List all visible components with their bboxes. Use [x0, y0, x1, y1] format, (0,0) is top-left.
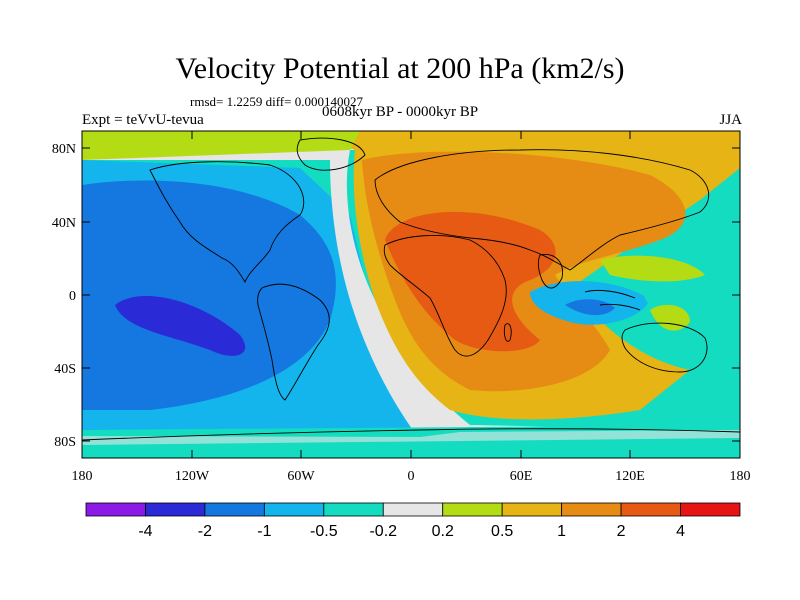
colorbar-tick-label: -0.5: [310, 523, 338, 540]
colorbar-swatch: [382, 502, 444, 517]
lat-label-40n: 40N: [52, 216, 76, 231]
lat-label-80n: 80N: [52, 142, 76, 157]
coastlines: [82, 137, 740, 441]
lon-label-180w: 180: [72, 469, 93, 484]
lon-label-120w: 120W: [175, 469, 210, 484]
lat-tick-marks: [82, 147, 740, 442]
colorbar-swatch: [204, 502, 265, 517]
lon-tick-marks: [81, 131, 741, 458]
colorbar-swatch: [501, 502, 563, 517]
season-label: JJA: [719, 112, 742, 128]
colorbar-swatch: [680, 502, 741, 517]
colorbar-tick-label: 0.2: [432, 523, 454, 540]
map-title: Velocity Potential at 200 hPa (km2/s): [175, 52, 625, 85]
lon-label-0: 0: [408, 469, 415, 484]
lat-label-80s: 80S: [54, 435, 76, 450]
lon-label-120e: 120E: [615, 469, 645, 484]
colorbar-tick-label: 2: [617, 523, 626, 540]
colorbar-swatch: [323, 502, 384, 517]
lon-label-60e: 60E: [510, 469, 533, 484]
colorbar-swatch: [442, 502, 503, 517]
lon-label-180e: 180: [730, 469, 751, 484]
colorbar-swatch: [263, 502, 325, 517]
colorbar-tick-label: -1: [257, 523, 271, 540]
colorbar-tick-label: 1: [557, 523, 566, 540]
colorbar-tick-label: 0.5: [491, 523, 513, 540]
colorbar-swatch: [85, 502, 146, 517]
colorbar-tick-label: -0.2: [369, 523, 397, 540]
experiment-label: Expt = teVvU-tevua: [82, 112, 204, 128]
period-label: 0608kyr BP - 0000kyr BP: [322, 104, 479, 120]
colorbar-swatch: [145, 502, 206, 517]
lon-label-60w: 60W: [287, 469, 315, 484]
colorbar-tick-label: -2: [198, 523, 212, 540]
lat-label-40s: 40S: [54, 362, 76, 377]
stats-line: rmsd= 1.2259 diff= 0.000140027: [190, 94, 363, 109]
colorbar-tick-label: -4: [138, 523, 152, 540]
colorbar-swatch: [620, 502, 681, 517]
velocity-potential-field: [82, 131, 740, 458]
colorbar: [85, 502, 741, 517]
colorbar-labels: -4 -2 -1 -0.5 -0.2 0.2 0.5 1 2 4: [138, 523, 685, 540]
lat-label-0: 0: [69, 289, 76, 304]
colorbar-swatch: [561, 502, 622, 517]
colorbar-tick-label: 4: [676, 523, 685, 540]
